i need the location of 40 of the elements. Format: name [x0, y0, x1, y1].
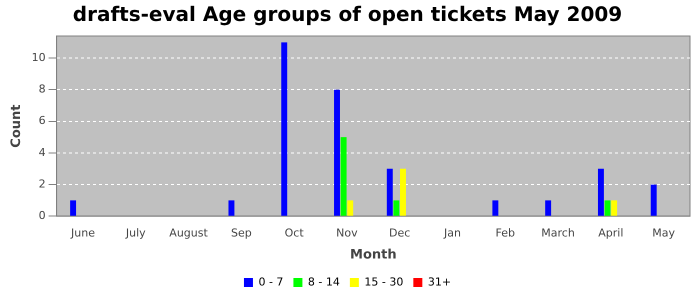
y-tick-label: 4 — [38, 146, 46, 159]
bar — [545, 200, 552, 216]
x-tick-label: June — [70, 226, 96, 240]
bar — [386, 168, 393, 216]
x-tick-label: August — [169, 226, 208, 240]
y-tick-label: 2 — [38, 177, 46, 190]
x-tick-label: April — [598, 226, 624, 240]
x-tick-label: Sep — [230, 226, 252, 240]
bar — [400, 168, 406, 216]
legend-label: 31+ — [428, 275, 452, 288]
bar — [393, 200, 400, 216]
y-tick-label: 0 — [38, 209, 46, 222]
y-tick-label: 10 — [32, 50, 46, 64]
y-tick-label: 6 — [38, 114, 46, 128]
bar — [650, 184, 657, 216]
bar — [334, 90, 340, 216]
x-tick-label: Jan — [442, 226, 461, 240]
legend-label: 0 - 7 — [258, 275, 284, 288]
x-axis-title: Month — [350, 248, 397, 263]
bar — [598, 168, 604, 216]
bar — [281, 42, 288, 216]
y-tick-label: 8 — [38, 82, 46, 96]
bar — [347, 200, 354, 216]
chart-title: drafts-eval Age groups of open tickets May 2009 — [72, 2, 622, 26]
x-tick-label: Feb — [496, 226, 516, 240]
x-tick-label: March — [541, 226, 575, 240]
x-tick-label: Oct — [284, 226, 304, 240]
x-tick-label: July — [124, 226, 146, 240]
bar — [492, 200, 498, 216]
bar — [228, 200, 234, 216]
bar — [70, 200, 76, 216]
legend-label: 8 - 14 — [308, 275, 340, 288]
x-tick-label: Nov — [336, 226, 358, 240]
legend-label: 15 - 30 — [364, 275, 404, 288]
x-tick-label: May — [652, 226, 676, 240]
bar — [340, 137, 347, 216]
bar — [611, 200, 618, 216]
x-tick-label: Dec — [389, 226, 410, 240]
y-axis-title: Count — [9, 104, 24, 148]
bar — [604, 200, 610, 216]
